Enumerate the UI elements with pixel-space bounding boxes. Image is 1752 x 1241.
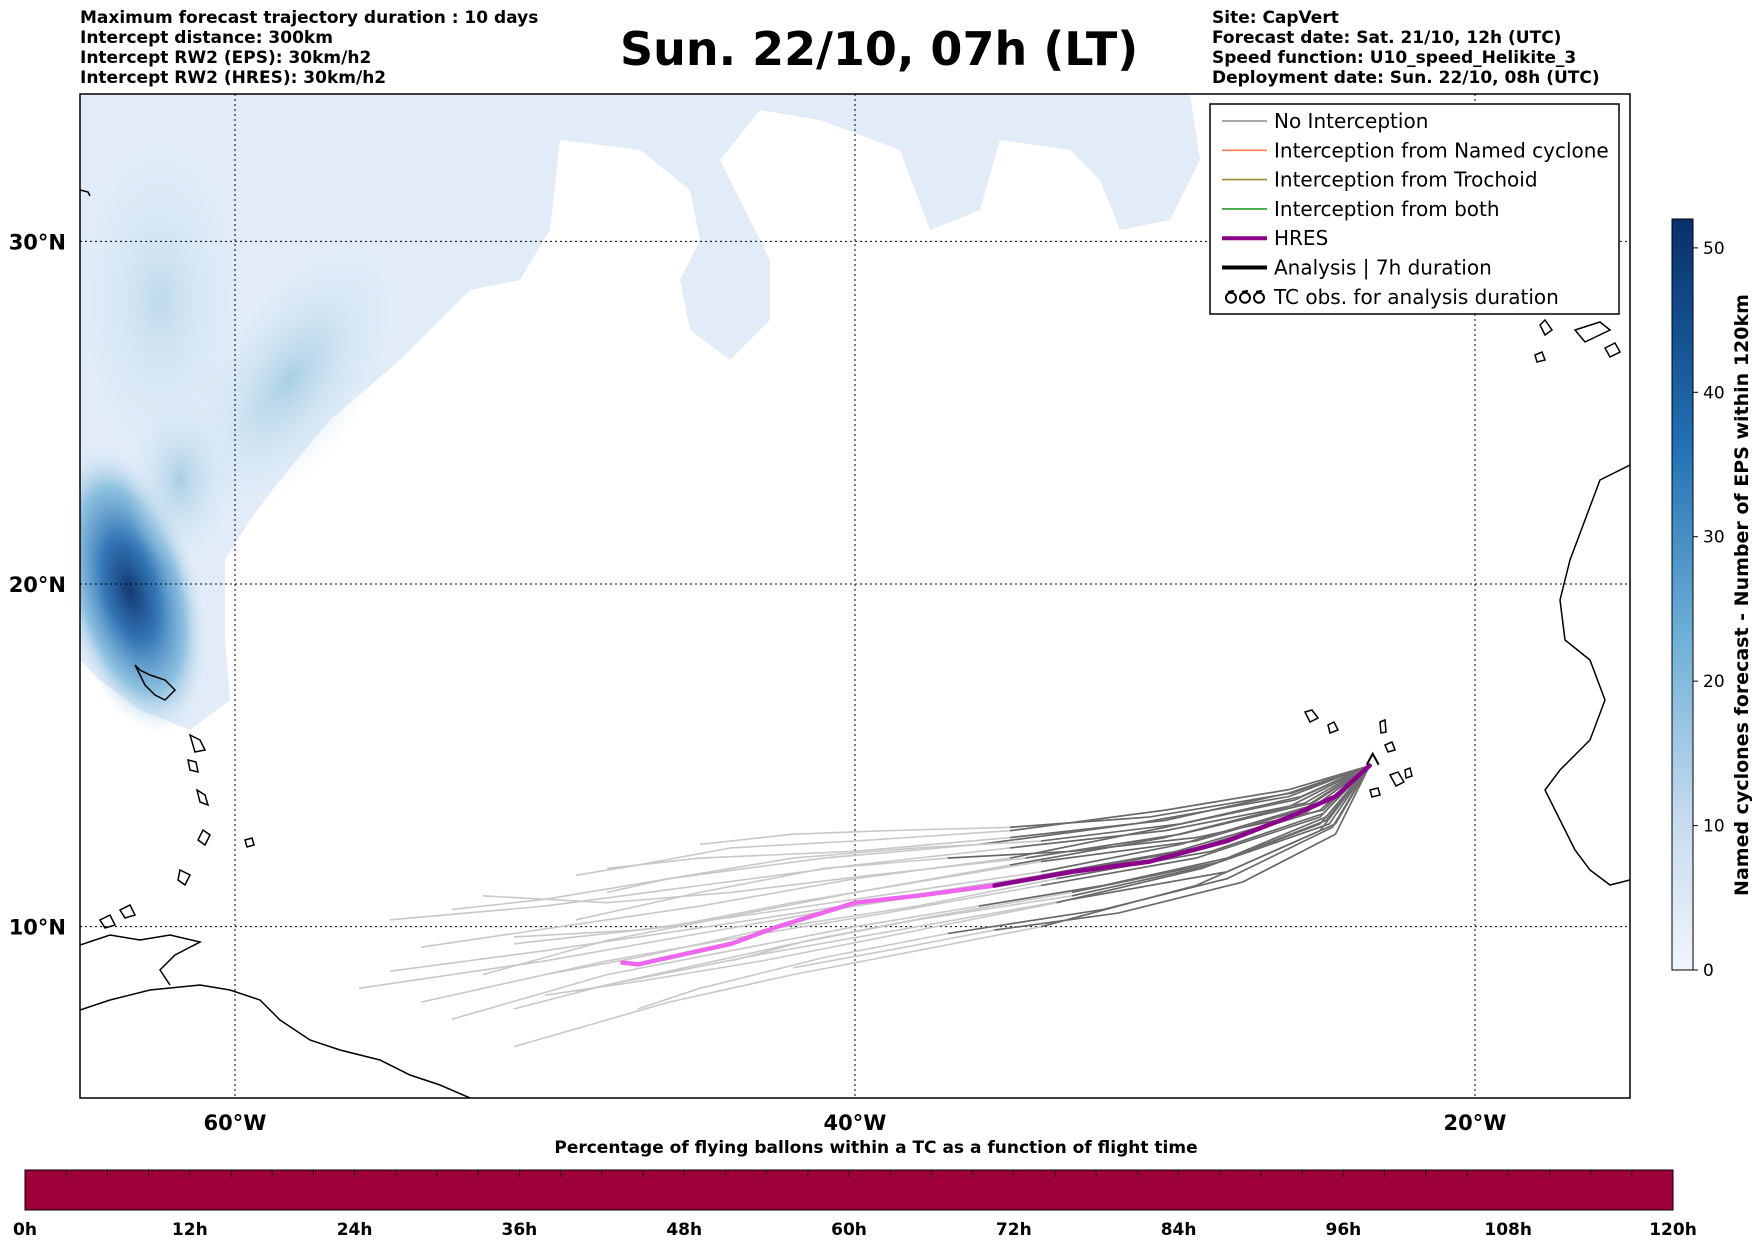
colorbar-tick-label: 10 xyxy=(1703,817,1725,837)
legend-label-0: No Interception xyxy=(1274,109,1428,133)
param-duration: Maximum forecast trajectory duration : 1… xyxy=(80,8,539,28)
axis-labels: 60°W 40°W 20°W 30°N 20°N 10°N xyxy=(9,230,1507,1135)
colorbar-label: Named cyclones forecast - Number of EPS … xyxy=(1731,294,1752,896)
lat-tick-label: 20°N xyxy=(9,573,66,597)
trajectory-near-15 xyxy=(1040,764,1370,842)
hres-track-near xyxy=(992,763,1372,888)
forecast-date: Forecast date: Sat. 21/10, 12h (UTC) xyxy=(1212,28,1562,48)
legend-label-3: Interception from both xyxy=(1274,197,1500,221)
legend-box xyxy=(1209,103,1620,315)
time-bar-tick-label: 108h xyxy=(1484,1220,1532,1240)
density-level-3 xyxy=(80,130,250,470)
legend-label-1: Interception from Named cyclone xyxy=(1274,138,1609,162)
trajectory-near-13 xyxy=(1040,764,1371,863)
antilles-islands xyxy=(98,664,255,929)
site-info: Site: CapVert Forecast date: Sat. 21/10,… xyxy=(1212,8,1600,88)
trajectory-near-11 xyxy=(947,765,1371,935)
tc-obs-icon-tail xyxy=(1227,289,1235,293)
map-frame xyxy=(79,93,1631,1099)
deployment-date: Deployment date: Sun. 22/10, 08h (UTC) xyxy=(1212,68,1600,88)
legend-label-6: TC obs. for analysis duration xyxy=(1273,285,1559,309)
page-title: Sun. 22/10, 07h (LT) xyxy=(620,22,1139,76)
bermuda-area xyxy=(80,189,91,197)
cape-verde-islands xyxy=(1303,709,1413,798)
time-bar-tick-label: 48h xyxy=(666,1220,702,1240)
trajectory-near-23 xyxy=(1056,765,1371,904)
density-level-2 xyxy=(177,241,403,519)
time-bar: 0h 12h 24h 36h 48h 60h 72h 84h 96h 108h 120h xyxy=(13,1169,1697,1240)
trajectory-near-4 xyxy=(1009,764,1370,832)
speed-function: Speed function: U10_speed_Helikite_3 xyxy=(1212,48,1577,68)
time-bar-tick-label: 96h xyxy=(1326,1220,1362,1240)
colorbar: Named cyclones forecast - Number of EPS … xyxy=(1671,218,1752,981)
trajectory-near-21 xyxy=(1040,764,1371,873)
africa-coast xyxy=(1544,464,1630,886)
time-bar-title: Percentage of flying ballons within a TC… xyxy=(554,1138,1198,1158)
time-bar-tick-label: 24h xyxy=(337,1220,373,1240)
deployment-site xyxy=(1365,751,1380,766)
tc-obs-icon-tail xyxy=(1241,289,1249,293)
param-rw2-hres: Intercept RW2 (HRES): 30km/h2 xyxy=(80,68,387,88)
time-bar-tick-label: 72h xyxy=(996,1220,1032,1240)
trajectory-near-16 xyxy=(1071,765,1371,894)
lat-tick-label: 30°N xyxy=(9,230,66,254)
time-bar-tick-label: 84h xyxy=(1161,1220,1197,1240)
colorbar-scale xyxy=(1671,218,1694,971)
lat-tick-label: 10°N xyxy=(9,916,66,940)
site-name: Site: CapVert xyxy=(1212,8,1339,28)
venezuela-coast xyxy=(80,934,203,986)
hres-track xyxy=(620,763,1372,967)
colorbar-tick-label: 50 xyxy=(1703,239,1725,259)
map-legend: No Interception Interception from Named c… xyxy=(1209,103,1620,315)
forecast-parameters: Maximum forecast trajectory duration : 1… xyxy=(80,8,538,88)
tc-obs-icon-tail xyxy=(1255,289,1263,293)
trajectory-near-19 xyxy=(1009,764,1370,829)
time-bar-tick-label: 120h xyxy=(1649,1220,1697,1240)
canary-islands xyxy=(1534,318,1622,363)
time-bar-tick-label: 0h xyxy=(13,1220,37,1240)
tc-obs-icon xyxy=(1225,291,1237,304)
lon-tick-label: 20°W xyxy=(1444,1111,1507,1135)
site-marker xyxy=(1365,751,1380,766)
south-america-coast xyxy=(80,984,471,1098)
colorbar-tick-label: 0 xyxy=(1703,961,1714,981)
trajectory-near-2 xyxy=(1009,764,1371,849)
time-bar-tick-label: 36h xyxy=(502,1220,538,1240)
colorbar-tick-label: 40 xyxy=(1703,383,1725,403)
density-level-4 xyxy=(125,390,235,570)
time-bar-tick-label: 12h xyxy=(172,1220,208,1240)
lon-tick-label: 40°W xyxy=(824,1111,887,1135)
tc-obs-icon xyxy=(1239,291,1251,304)
legend-label-4: HRES xyxy=(1274,226,1328,250)
cyclone-density-field xyxy=(80,94,1200,737)
trajectory-near-0 xyxy=(1009,764,1370,866)
colorbar-tick-label: 30 xyxy=(1703,528,1725,548)
param-rw2-eps: Intercept RW2 (EPS): 30km/h2 xyxy=(80,48,372,68)
colorbar-tick-label: 20 xyxy=(1703,672,1725,692)
legend-label-2: Interception from Trochoid xyxy=(1274,168,1538,192)
coastlines xyxy=(80,189,1630,1098)
tc-obs-icon xyxy=(1253,291,1265,304)
param-distance: Intercept distance: 300km xyxy=(80,28,333,48)
lon-tick-label: 60°W xyxy=(204,1111,267,1135)
trajectory-near-20 xyxy=(994,765,1371,931)
legend-label-5: Analysis | 7h duration xyxy=(1274,256,1492,280)
time-bar-tick-label: 60h xyxy=(831,1220,867,1240)
